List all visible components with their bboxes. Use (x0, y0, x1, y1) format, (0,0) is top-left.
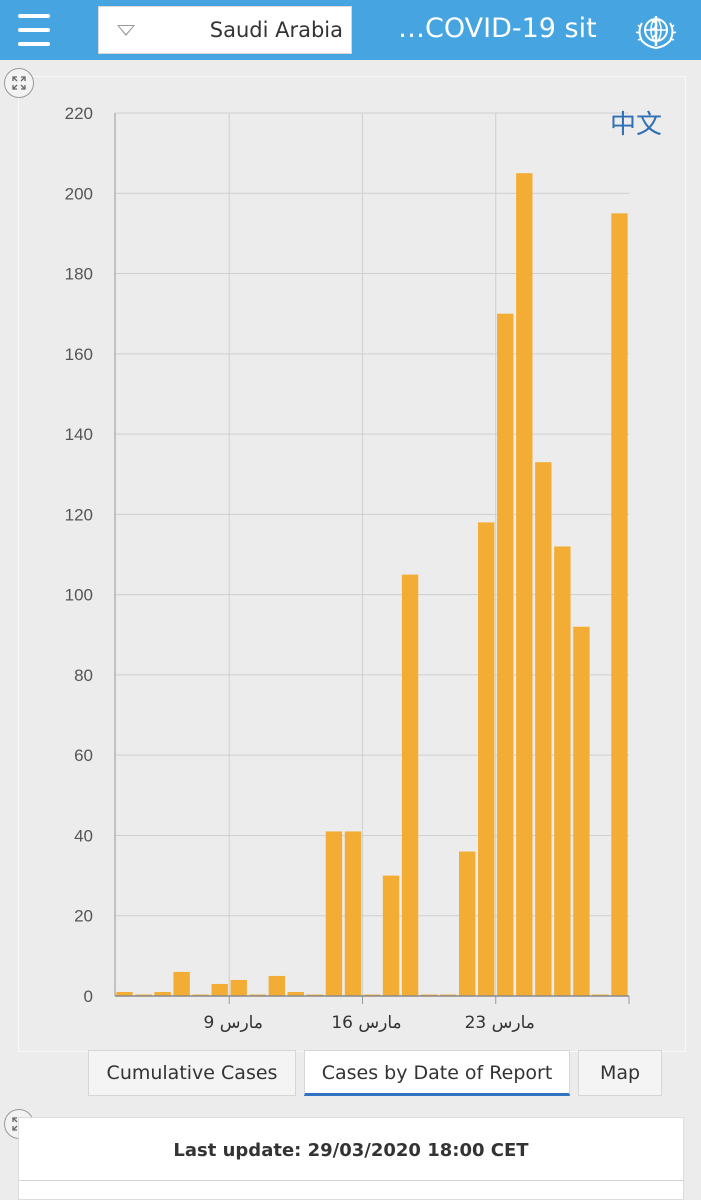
bar[interactable] (516, 173, 533, 997)
bar[interactable] (230, 979, 247, 996)
bar[interactable] (344, 831, 362, 996)
y-tick-label: 20 (74, 907, 93, 926)
y-tick-label: 40 (74, 826, 93, 845)
y-tick-label: 160 (65, 345, 93, 364)
x-tick-label: 23 مارس (465, 1013, 535, 1033)
bar[interactable] (458, 851, 476, 996)
menu-line-icon (18, 42, 50, 46)
y-tick-label: 220 (65, 104, 93, 123)
bar[interactable] (554, 546, 571, 996)
bar[interactable] (611, 213, 628, 996)
y-tick-label: 120 (65, 505, 93, 524)
expand-chart-button[interactable] (4, 68, 34, 98)
app-header: Saudi Arabia …COVID-19 sit (0, 0, 701, 60)
country-dropdown-value: Saudi Arabia (209, 18, 343, 42)
bar[interactable] (401, 574, 419, 996)
menu-line-icon (18, 14, 50, 18)
info-panel: Last update: 29/03/2020 18:00 CET (18, 1117, 684, 1200)
bar[interactable] (497, 313, 514, 996)
bar[interactable] (535, 462, 552, 996)
bar[interactable] (382, 875, 400, 996)
x-tick-label: 16 مارس (331, 1013, 401, 1033)
country-dropdown[interactable]: Saudi Arabia (98, 6, 352, 54)
y-tick-label: 60 (74, 746, 93, 765)
tab-cumulative-cases[interactable]: Cumulative Cases (88, 1050, 296, 1096)
tab-cases-by-date[interactable]: Cases by Date of Report (304, 1050, 570, 1096)
y-tick-label: 180 (65, 265, 93, 284)
y-tick-label: 0 (84, 987, 93, 1006)
divider (19, 1180, 683, 1181)
bar[interactable] (325, 831, 343, 996)
chart-axes: 0 20 40 60 80 100 120 140 160 180 200 220 9 مارس 16 م… (65, 104, 630, 1033)
last-update-text: Last update: 29/03/2020 18:00 CET (173, 1140, 529, 1161)
bar[interactable] (116, 991, 133, 996)
bar[interactable] (154, 991, 171, 996)
y-tick-label: 80 (74, 666, 93, 685)
dropdown-triangle-icon (117, 25, 135, 36)
bar[interactable] (173, 971, 190, 996)
app-title: …COVID-19 sit (398, 13, 597, 44)
chart-grid (115, 112, 629, 996)
tab-map[interactable]: Map (578, 1050, 662, 1096)
chart-bars (116, 173, 628, 997)
y-tick-label: 100 (65, 586, 93, 605)
chinese-language-link[interactable]: 中文 (610, 110, 663, 140)
x-tick-label: 9 مارس (203, 1013, 262, 1033)
menu-line-icon (18, 28, 50, 32)
cases-bar-chart: 0 20 40 60 80 100 120 140 160 180 200 220 9 مارس 16 م… (65, 104, 630, 1033)
bar[interactable] (573, 626, 590, 996)
bar[interactable] (478, 522, 495, 996)
bar[interactable] (211, 983, 228, 996)
expand-icon (12, 76, 26, 90)
hamburger-menu-button[interactable] (14, 12, 54, 48)
y-tick-label: 140 (65, 425, 93, 444)
bar[interactable] (287, 991, 305, 996)
bar[interactable] (268, 975, 286, 996)
y-tick-label: 200 (65, 184, 93, 203)
who-logo-icon (635, 16, 677, 50)
